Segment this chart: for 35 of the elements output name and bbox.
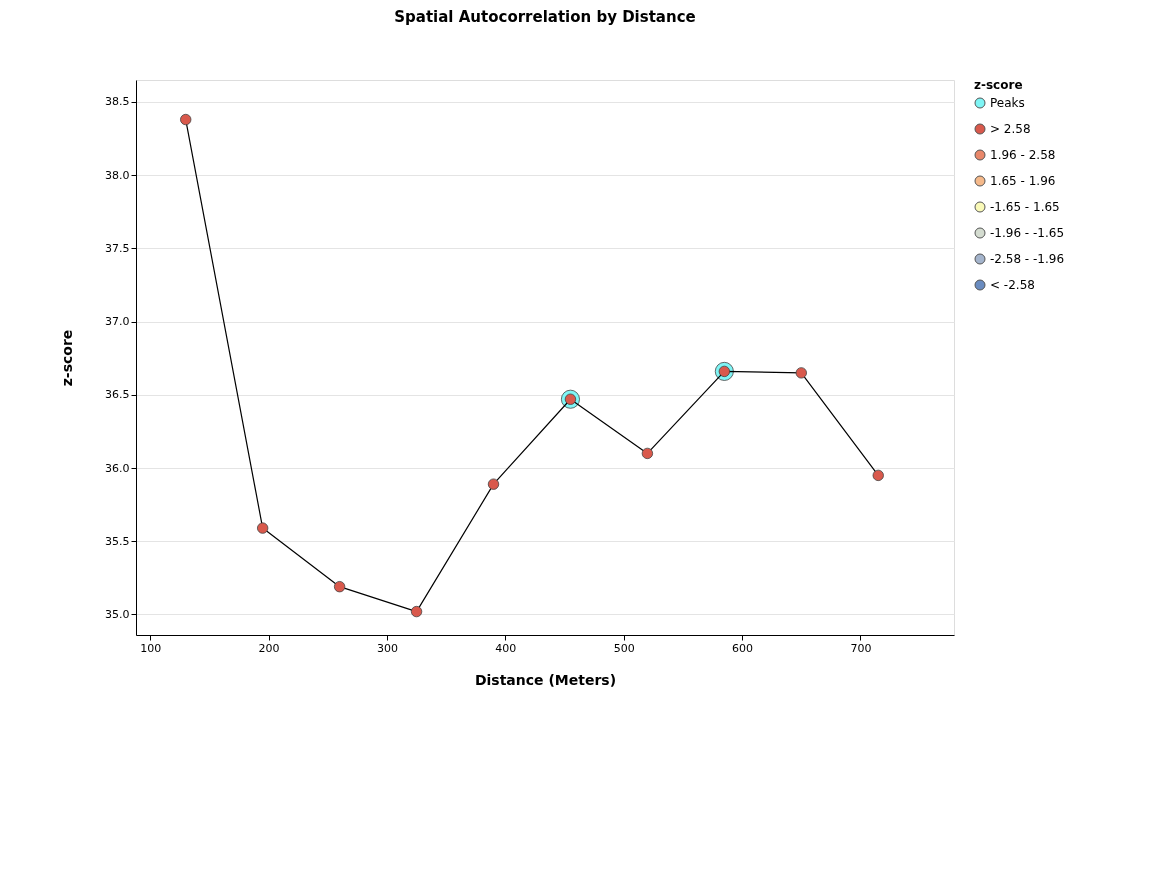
y-tick-label: 37.5 (105, 241, 130, 255)
y-tick-label: 38.5 (105, 95, 130, 109)
legend-label: Peaks (990, 96, 1025, 110)
y-axis-title: z-score (59, 329, 76, 387)
chart-title: Spatial Autocorrelation by Distance (394, 8, 696, 26)
x-tick-label: 600 (732, 641, 754, 655)
x-axis-title: Distance (Meters) (474, 671, 617, 688)
y-tick-label: 35.0 (105, 608, 130, 621)
legend-label: -1.65 - 1.65 (990, 200, 1060, 214)
y-tick-label: 36.0 (105, 461, 130, 475)
legend-label: -1.96 - -1.65 (990, 226, 1065, 240)
point (641, 447, 654, 460)
y-tick-label: 36.5 (105, 388, 130, 402)
point (180, 113, 192, 126)
point (872, 469, 884, 482)
x-tick-label: 500 (613, 641, 635, 655)
point (410, 605, 423, 618)
legend-label: 1.65 - 1.96 (990, 174, 1056, 188)
x-tick-label: 400 (495, 641, 517, 655)
point (333, 581, 346, 593)
x-tick-label: 100 (140, 641, 162, 655)
point (257, 522, 269, 534)
y-tick-label: 37.0 (105, 315, 130, 329)
point (487, 478, 500, 490)
x-tick-label: 700 (850, 641, 872, 655)
y-tick-label: 35.5 (105, 534, 130, 548)
y-tick-label: 38.0 (105, 168, 130, 182)
legend-label: 1.96 - 2.58 (990, 148, 1056, 162)
x-tick-label: 300 (376, 641, 398, 655)
point (795, 367, 807, 379)
legend-label: > 2.58 (990, 122, 1031, 136)
legend-label: -2.58 - -1.96 (990, 252, 1065, 266)
x-tick-label: 200 (258, 641, 280, 655)
legend-title: z-score (974, 78, 1023, 92)
legend-label: < -2.58 (990, 278, 1035, 292)
